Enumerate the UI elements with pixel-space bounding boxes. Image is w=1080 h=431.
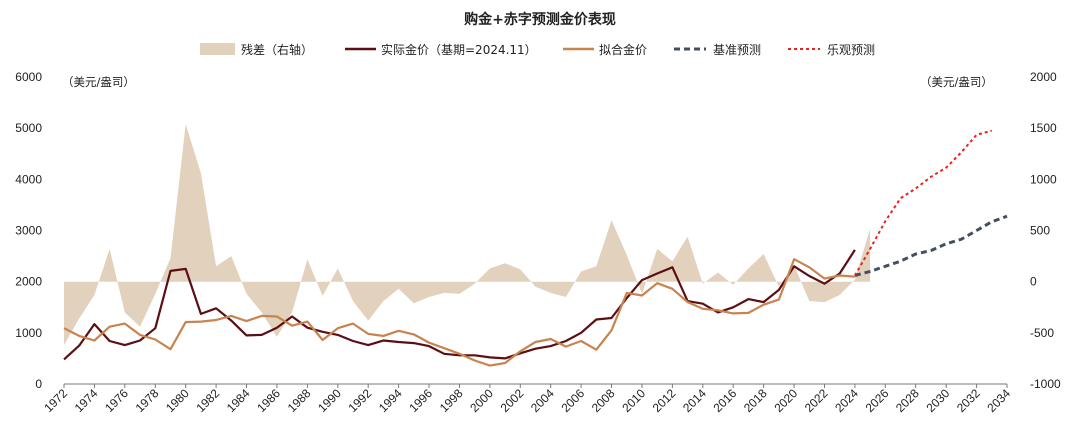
legend-label-fitted: 拟合金价 [599, 42, 647, 57]
right-y-tick-label: -1000 [1030, 377, 1061, 391]
x-tick-label: 1992 [346, 386, 375, 415]
x-tick-label: 1990 [315, 386, 344, 415]
left-y-tick-label: 0 [35, 377, 42, 391]
x-tick-label: 1996 [406, 386, 435, 415]
x-tick-label: 2008 [589, 386, 618, 415]
left-y-tick-label: 1000 [15, 326, 42, 340]
chart-title: 购金+赤字预测金价表现 [464, 11, 616, 28]
x-tick-label: 2026 [863, 386, 892, 415]
left-y-tick-label: 2000 [15, 275, 42, 289]
legend-swatch-residual [200, 43, 235, 55]
x-tick-label: 1974 [72, 386, 101, 415]
left-y-tick-label: 6000 [15, 70, 42, 84]
legend-item-fitted: 拟合金价 [563, 42, 647, 57]
x-tick-label: 2006 [558, 386, 587, 415]
right-y-tick-label: 2000 [1030, 70, 1057, 84]
left-y-tick-label: 5000 [15, 121, 42, 135]
x-tick-label: 2014 [680, 386, 709, 415]
residual-area [64, 124, 871, 346]
right-y-tick-label: 1500 [1030, 121, 1057, 135]
right-y-tick-label: 500 [1030, 224, 1050, 238]
legend-label-optimistic: 乐观预测 [827, 43, 875, 57]
x-tick-label: 1982 [193, 386, 222, 415]
left-y-tick-label: 4000 [15, 172, 42, 186]
legend-item-actual: 实际金价（基期=2024.11） [345, 42, 537, 57]
x-tick-label: 1972 [41, 386, 70, 415]
legend-item-residual: 残差（右轴） [200, 42, 313, 57]
right-axis-unit: （美元/盎司） [920, 75, 993, 89]
x-tick-label: 2032 [954, 386, 983, 415]
plot-area [63, 124, 1008, 367]
legend-item-optimistic: 乐观预测 [788, 43, 875, 57]
x-tick-label: 2034 [984, 386, 1013, 415]
axes: 0 1000 2000 3000 4000 5000 6000 -1000 -500 0 500 10… [15, 70, 1061, 415]
legend-label-actual: 实际金价（基期=2024.11） [381, 42, 537, 57]
legend-item-baseline: 基准预测 [674, 43, 761, 57]
x-tick-label: 1988 [285, 386, 314, 415]
x-tick-label: 1984 [224, 386, 253, 415]
x-tick-label: 1986 [254, 386, 283, 415]
x-tick-label: 2004 [528, 386, 557, 415]
left-axis-unit: （美元/盎司） [62, 75, 135, 89]
baseline-forecast-line [854, 214, 1008, 277]
right-y-tick-label: -500 [1030, 326, 1054, 340]
legend-label-baseline: 基准预测 [713, 43, 761, 57]
x-tick-label: 2028 [893, 386, 922, 415]
x-tick-label: 2002 [498, 386, 527, 415]
right-y-tick-label: 0 [1030, 275, 1037, 289]
x-tick-label: 1998 [437, 386, 466, 415]
x-tick-label: 2016 [711, 386, 740, 415]
x-tick-label: 1994 [376, 386, 405, 415]
legend-label-residual: 残差（右轴） [241, 42, 313, 57]
x-tick-label: 1978 [133, 386, 162, 415]
left-y-tick-label: 3000 [15, 224, 42, 238]
x-tick-label: 2024 [832, 386, 861, 415]
x-tick-label: 2000 [467, 386, 496, 415]
x-tick-label: 1976 [102, 386, 131, 415]
x-tick-label: 2012 [650, 386, 679, 415]
x-tick-label: 2030 [924, 386, 953, 415]
x-tick-label: 2018 [741, 386, 770, 415]
legend: 残差（右轴） 实际金价（基期=2024.11） 拟合金价 基准预测 乐观预测 [200, 42, 875, 57]
x-tick-label: 2022 [802, 386, 831, 415]
x-tick-label: 2020 [771, 386, 800, 415]
x-tick-label: 1980 [163, 386, 192, 415]
x-tick-label: 2010 [619, 386, 648, 415]
right-y-tick-label: 1000 [1030, 172, 1057, 186]
